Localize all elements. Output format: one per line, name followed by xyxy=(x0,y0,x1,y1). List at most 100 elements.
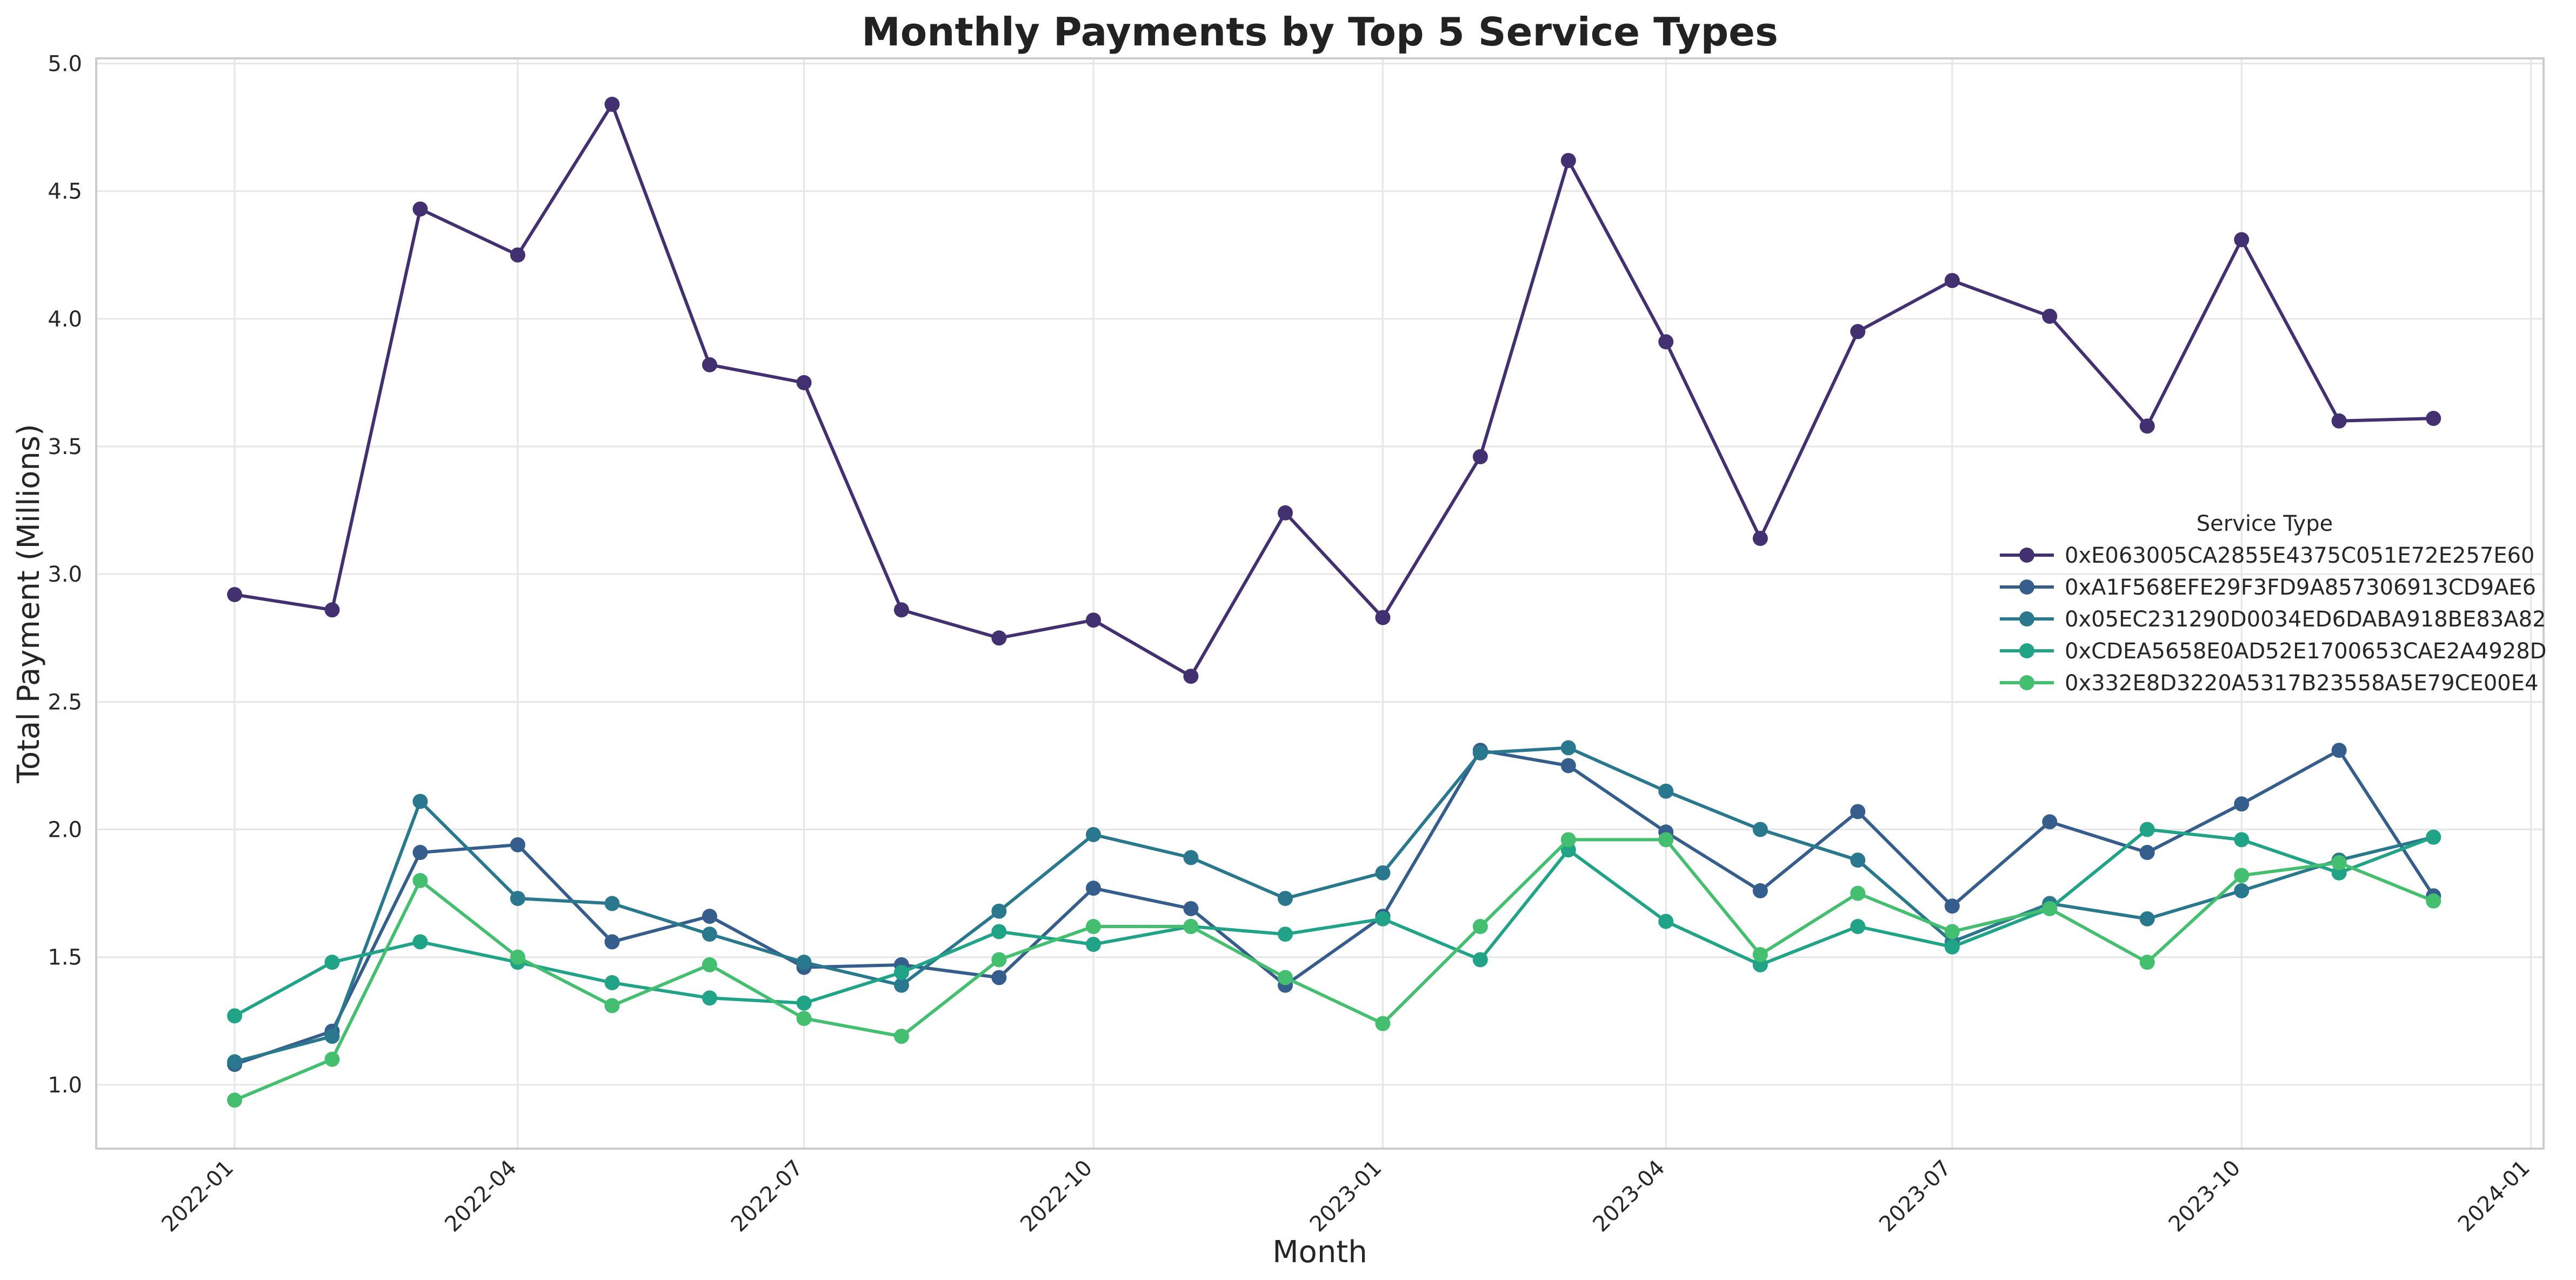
data-point xyxy=(1850,852,1866,868)
data-point xyxy=(2426,411,2441,426)
data-point xyxy=(1944,924,1960,939)
series-line xyxy=(234,749,2435,1066)
data-point xyxy=(324,1029,340,1044)
data-point xyxy=(2042,814,2058,830)
x-axis-label: Month xyxy=(1272,1235,1367,1270)
data-point xyxy=(1752,822,1768,837)
data-point xyxy=(2139,845,2155,861)
data-point xyxy=(893,977,909,993)
data-point xyxy=(604,934,620,950)
data-point xyxy=(991,630,1007,646)
data-point xyxy=(1085,919,1101,935)
series-5 xyxy=(227,832,2441,1108)
series-line xyxy=(234,746,2434,1064)
y-tick-label: 2.0 xyxy=(48,818,82,843)
data-point xyxy=(1944,939,1960,955)
data-point xyxy=(1183,901,1199,916)
data-point xyxy=(412,873,428,889)
legend-label: 0xCDEA5658E0AD52E1700653CAE2A4928D xyxy=(2065,639,2546,664)
data-point xyxy=(991,952,1007,968)
legend-item: 0xCDEA5658E0AD52E1700653CAE2A4928D xyxy=(2000,639,2546,664)
data-point xyxy=(1277,505,1293,521)
data-point xyxy=(893,602,909,618)
plot-frame xyxy=(95,57,2545,1150)
legend-label: 0x332E8D3220A5317B23558A5E79CE00E4 xyxy=(2065,671,2538,696)
legend-label: 0xA1F568EFE29F3FD9A857306913CD9AE6 xyxy=(2065,575,2536,600)
data-point xyxy=(1752,531,1768,546)
data-point xyxy=(324,955,340,970)
legend-item: 0xE063005CA2855E4375C051E72E257E60 xyxy=(2000,543,2535,568)
y-axis-label: Total Payment (Millions) xyxy=(11,424,46,784)
data-point xyxy=(2426,829,2441,845)
data-point xyxy=(1472,745,1488,761)
data-point xyxy=(1277,970,1293,985)
series-1 xyxy=(227,97,2441,684)
data-point xyxy=(1850,804,1866,819)
data-point xyxy=(2426,893,2441,909)
data-point xyxy=(1850,885,1866,901)
legend-title: Service Type xyxy=(2197,511,2333,536)
legend-swatch-marker xyxy=(2019,643,2034,658)
data-point xyxy=(991,924,1007,939)
data-point xyxy=(1375,865,1391,881)
data-point xyxy=(1472,952,1488,968)
data-point xyxy=(1375,610,1391,625)
data-point xyxy=(2139,822,2155,837)
data-point xyxy=(324,1051,340,1067)
data-point xyxy=(2331,855,2347,870)
y-tick-label: 4.5 xyxy=(48,179,82,204)
series-line xyxy=(234,103,2434,678)
data-point xyxy=(796,1011,812,1026)
y-tick-label: 1.0 xyxy=(48,1073,82,1098)
series-group xyxy=(227,97,2441,1108)
y-tick-label: 4.0 xyxy=(48,307,82,332)
data-point xyxy=(1560,758,1576,774)
data-point xyxy=(604,97,620,112)
legend-swatch-marker xyxy=(2019,611,2034,626)
y-tick-label: 3.0 xyxy=(48,562,82,587)
data-point xyxy=(227,586,243,602)
data-point xyxy=(1277,891,1293,906)
data-point xyxy=(702,909,717,924)
data-point xyxy=(2042,901,2058,916)
data-point xyxy=(2331,743,2347,758)
data-point xyxy=(702,957,717,972)
data-point xyxy=(2234,883,2250,898)
data-point xyxy=(1085,881,1101,896)
data-point xyxy=(2331,413,2347,429)
data-point xyxy=(1472,449,1488,464)
data-point xyxy=(1850,919,1866,935)
data-point xyxy=(604,998,620,1014)
data-point xyxy=(412,845,428,861)
series-line xyxy=(233,828,2434,1018)
data-point xyxy=(893,965,909,981)
data-point xyxy=(412,794,428,809)
y-tick-label: 2.5 xyxy=(48,690,82,715)
data-point xyxy=(2139,911,2155,926)
data-point xyxy=(1375,911,1391,926)
data-point xyxy=(1658,832,1674,848)
data-point xyxy=(1658,783,1674,799)
data-point xyxy=(991,903,1007,919)
data-point xyxy=(1658,334,1674,350)
data-point xyxy=(2234,796,2250,812)
legend-label: 0xE063005CA2855E4375C051E72E257E60 xyxy=(2065,543,2535,568)
data-point xyxy=(1560,740,1576,756)
data-point xyxy=(1183,669,1199,684)
data-point xyxy=(1375,1016,1391,1031)
data-point xyxy=(412,201,428,217)
y-tick-label: 3.5 xyxy=(48,435,82,459)
data-point xyxy=(702,990,717,1006)
legend-swatch-marker xyxy=(2019,548,2034,563)
data-point xyxy=(227,1054,243,1070)
data-point xyxy=(1183,919,1199,935)
data-point xyxy=(604,975,620,990)
data-point xyxy=(412,934,428,950)
data-point xyxy=(2234,232,2250,248)
data-point xyxy=(1183,850,1199,865)
y-tick-label: 1.5 xyxy=(48,945,82,970)
data-point xyxy=(702,357,717,372)
legend-item: 0xA1F568EFE29F3FD9A857306913CD9AE6 xyxy=(2000,575,2536,600)
